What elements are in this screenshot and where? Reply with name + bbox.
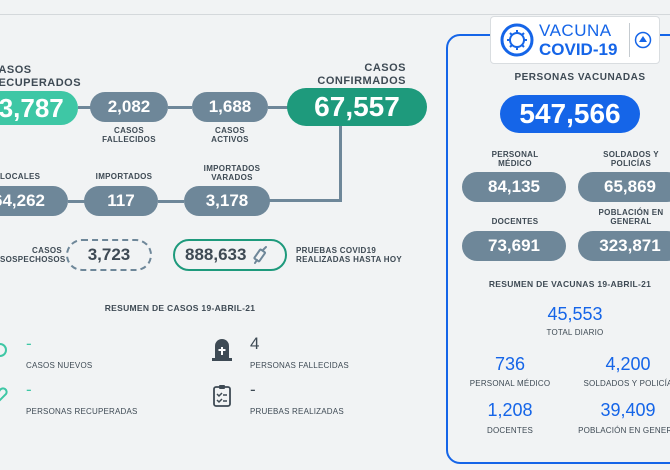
teachers-value: 73,691 [462, 231, 566, 261]
imported-label: IMPORTADOS [95, 172, 153, 181]
connector-2 [168, 106, 192, 109]
deaths-summary-label: PERSONAS FALLECIDAS [250, 361, 349, 370]
deaths-value: 2,082 [90, 92, 168, 122]
recovered-summary-value: - [26, 380, 32, 399]
deaths-label: CASOS FALLECIDOS [102, 126, 156, 145]
soldiers-label: SOLDADOS Y POLICÍAS [603, 150, 659, 169]
suspected-value: 3,723 [66, 239, 152, 271]
new-cases-value: - [26, 334, 32, 353]
local-label: LOCALES [0, 172, 41, 181]
teachers-label: DOCENTES [491, 217, 539, 226]
imported-stranded-value: 3,178 [184, 186, 270, 216]
recovered-label: CASOS RECUPERADOS [0, 64, 82, 89]
active-label: CASOS ACTIVOS [211, 126, 249, 145]
virus-icon [500, 23, 534, 57]
teachers-summary-label: DOCENTES [486, 426, 534, 435]
connector-horizontal [268, 199, 342, 202]
general-summary-value: 39,409 [600, 400, 656, 420]
heart-icon [0, 387, 8, 402]
recovered-value: 63,787 [0, 91, 78, 125]
clipboard-icon [213, 385, 231, 407]
tombstone-icon [212, 339, 232, 361]
vaccinated-value: 547,566 [500, 95, 640, 133]
confirmed-value: 67,557 [287, 88, 427, 126]
tests-total: 888,633 [173, 239, 287, 271]
imported-value: 117 [84, 186, 158, 216]
soldiers-summary-value: 4,200 [605, 354, 651, 374]
medical-value: 84,135 [462, 172, 566, 202]
suspected-label: CASOS SOSPECHOSOS [0, 246, 66, 265]
general-summary-label: POBLACIÓN EN GENERA [578, 426, 670, 435]
daily-label: TOTAL DIARIO [546, 328, 604, 337]
connector-1 [78, 106, 92, 109]
recovered-summary-label: PERSONAS RECUPERADAS [26, 407, 138, 416]
soldiers-summary-label: SOLDADOS Y POLICÍA [583, 379, 670, 388]
tests-summary-label: PRUEBAS REALIZADAS [250, 407, 344, 416]
local-value: 64,262 [0, 186, 68, 216]
seal-icon [634, 31, 652, 49]
tests-summary-value: - [250, 380, 256, 399]
confirmed-label: CASOS CONFIRMADOS [317, 62, 406, 87]
logo-line1: VACUNA [539, 21, 612, 40]
vaccinated-label: PERSONAS VACUNADAS [514, 72, 646, 83]
connector-4 [68, 200, 86, 203]
connector-3 [268, 106, 288, 109]
medical-summary-label: PERSONAL MÉDICO [469, 379, 551, 388]
new-cases-label: CASOS NUEVOS [26, 361, 93, 370]
cases-summary-title: RESUMEN DE CASOS 19-ABRIL-21 [104, 303, 256, 313]
active-value: 1,688 [192, 92, 268, 122]
connector-5 [158, 200, 184, 203]
deaths-summary-value: 4 [250, 334, 260, 353]
logo-line2: COVID-19 [539, 40, 618, 59]
top-divider [0, 14, 670, 15]
general-label: POBLACIÓN EN GENERAL [598, 208, 664, 227]
tests-label: PRUEBAS COVID19 REALIZADAS HASTA HOY [296, 246, 402, 265]
connector-vertical [339, 126, 342, 200]
logo-divider [629, 23, 630, 57]
new-cases-icon [0, 343, 7, 357]
teachers-summary-value: 1,208 [487, 400, 533, 420]
general-value: 323,871 [578, 231, 670, 261]
medical-label: PERSONAL MÉDICO [491, 150, 539, 169]
soldiers-value: 65,869 [578, 172, 670, 202]
imported-stranded-label: IMPORTADOS VARADOS [203, 164, 261, 183]
vaccines-summary-title: RESUMEN DE VACUNAS 19-ABRIL-21 [488, 279, 652, 289]
medical-summary-value: 736 [494, 354, 526, 374]
syringe-icon [253, 246, 268, 264]
vaccine-logo: VACUNA COVID-19 [490, 16, 660, 64]
daily-value: 45,553 [547, 304, 603, 324]
tests-total-value: 888,633 [185, 245, 247, 264]
